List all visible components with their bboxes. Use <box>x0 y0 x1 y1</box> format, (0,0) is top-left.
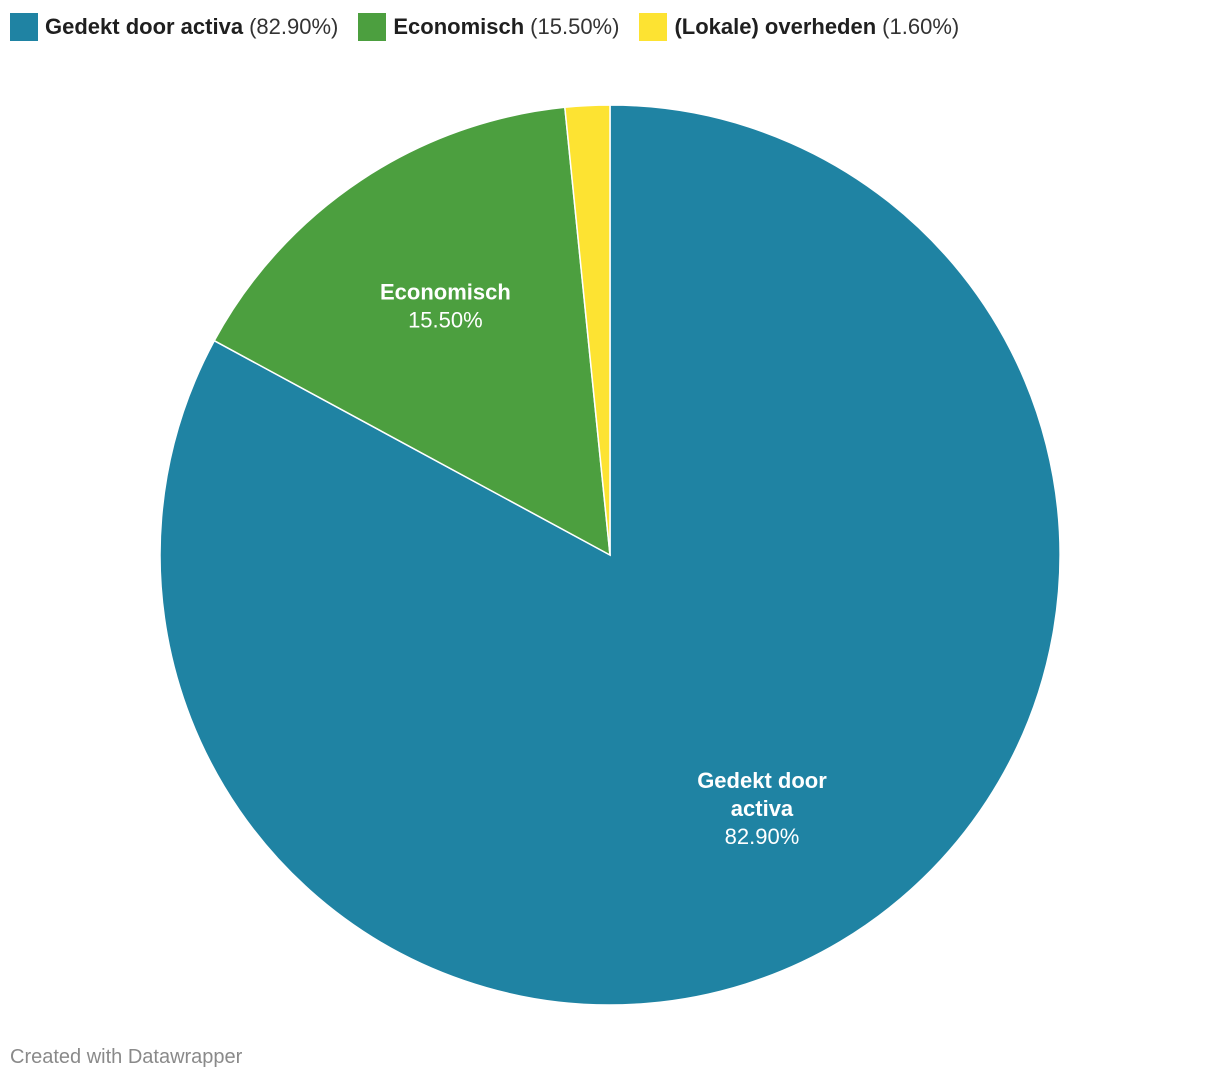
legend-value-gedekt-door-activa: (82.90%) <box>249 14 339 39</box>
legend-label-gedekt-door-activa: Gedekt door activa <box>45 14 244 39</box>
legend-swatch-gedekt-door-activa <box>10 13 38 41</box>
slice-value-economisch: 15.50% <box>408 308 483 333</box>
pie-slice-labels: Gedekt door activa 82.90% Economisch 15.50% <box>380 280 827 849</box>
slice-value-gedekt-door-activa: 82.90% <box>725 824 800 849</box>
pie-slices <box>159 104 1061 1006</box>
legend-label-economisch: Economisch <box>393 14 525 39</box>
legend-label-lokale-overheden: (Lokale) overheden <box>674 14 877 39</box>
pie-slice-economisch <box>213 106 611 557</box>
chart-legend: Gedekt door activa (82.90%) Economisch (… <box>10 13 979 41</box>
footer-credit: Created with Datawrapper <box>10 1046 243 1068</box>
slice-label-gedekt-door-activa: Gedekt door activa 82.90% <box>697 768 827 849</box>
legend-value-lokale-overheden: (1.60%) <box>882 14 960 39</box>
legend-swatch-lokale-overheden <box>639 13 668 41</box>
legend-item-gedekt-door-activa: Gedekt door activa (82.90%) <box>10 13 338 41</box>
legend-item-economisch: Economisch (15.50%) <box>358 13 619 41</box>
legend-item-lokale-overheden: (Lokale) overheden (1.60%) <box>639 13 959 41</box>
legend-swatch-economisch <box>358 13 387 41</box>
pie-slice-lokale-overheden <box>564 104 611 556</box>
slice-label-economisch: Economisch 15.50% <box>380 280 511 333</box>
legend-value-economisch: (15.50%) <box>530 14 620 39</box>
